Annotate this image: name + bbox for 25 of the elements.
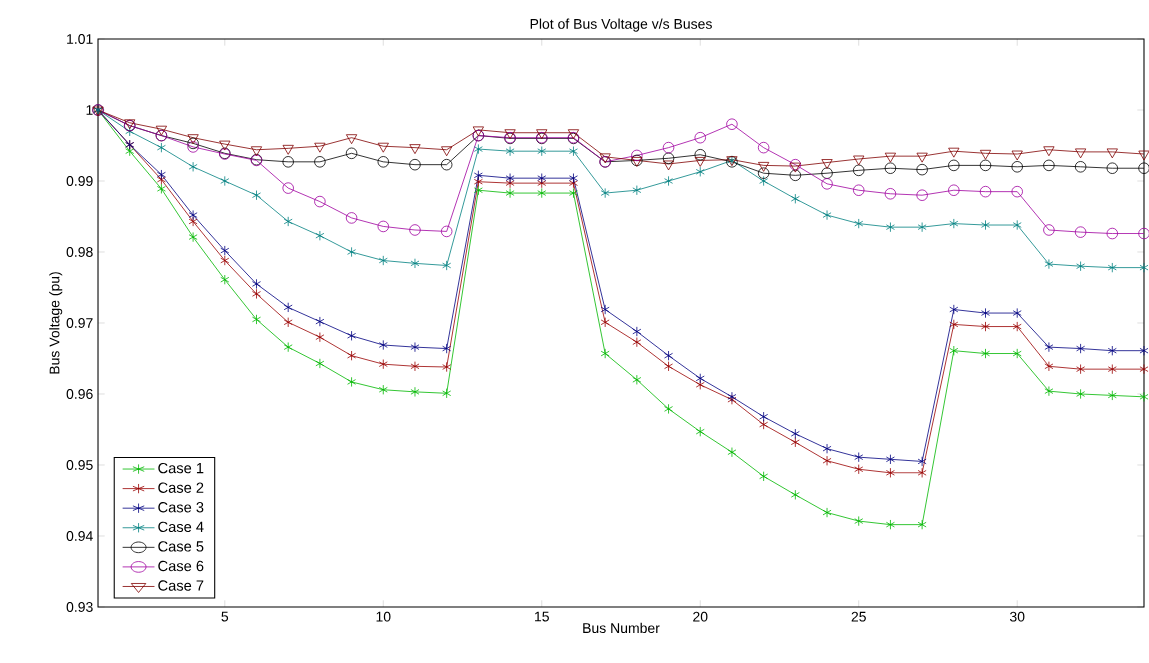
x-tick-label: 5 <box>221 611 229 622</box>
legend-label: Case 3 <box>158 502 204 513</box>
x-axis-title: Bus Number <box>583 622 660 634</box>
legend-label: Case 4 <box>158 521 204 533</box>
y-tick-label: 0.97 <box>66 318 93 328</box>
legend-label: Case 7 <box>158 580 204 591</box>
y-tick-label: 0.98 <box>66 247 93 257</box>
x-tick-label: 30 <box>1009 611 1025 622</box>
y-tick-label: 0.93 <box>66 602 93 612</box>
x-tick-label: 20 <box>693 611 708 622</box>
legend-label: Case 2 <box>158 482 204 493</box>
y-axis-title: Bus Voltage (pu) <box>49 272 63 374</box>
y-tick-label: 0.99 <box>66 176 93 186</box>
y-tick-label: 0.94 <box>66 531 93 541</box>
x-tick-label: 10 <box>376 611 391 622</box>
y-tick-label: 0.96 <box>66 389 93 399</box>
y-tick-label: 1 <box>86 105 93 115</box>
y-tick-label: 0.95 <box>66 460 93 470</box>
legend-label: Case 5 <box>158 541 204 552</box>
chart-title: Plot of Bus Voltage v/s Buses <box>530 18 712 32</box>
x-tick-label: 15 <box>535 611 549 622</box>
legend-label: Case 6 <box>158 560 204 572</box>
legend-label: Case 1 <box>158 462 204 474</box>
y-tick-label: 1.01 <box>67 34 93 44</box>
x-tick-label: 25 <box>851 611 866 622</box>
